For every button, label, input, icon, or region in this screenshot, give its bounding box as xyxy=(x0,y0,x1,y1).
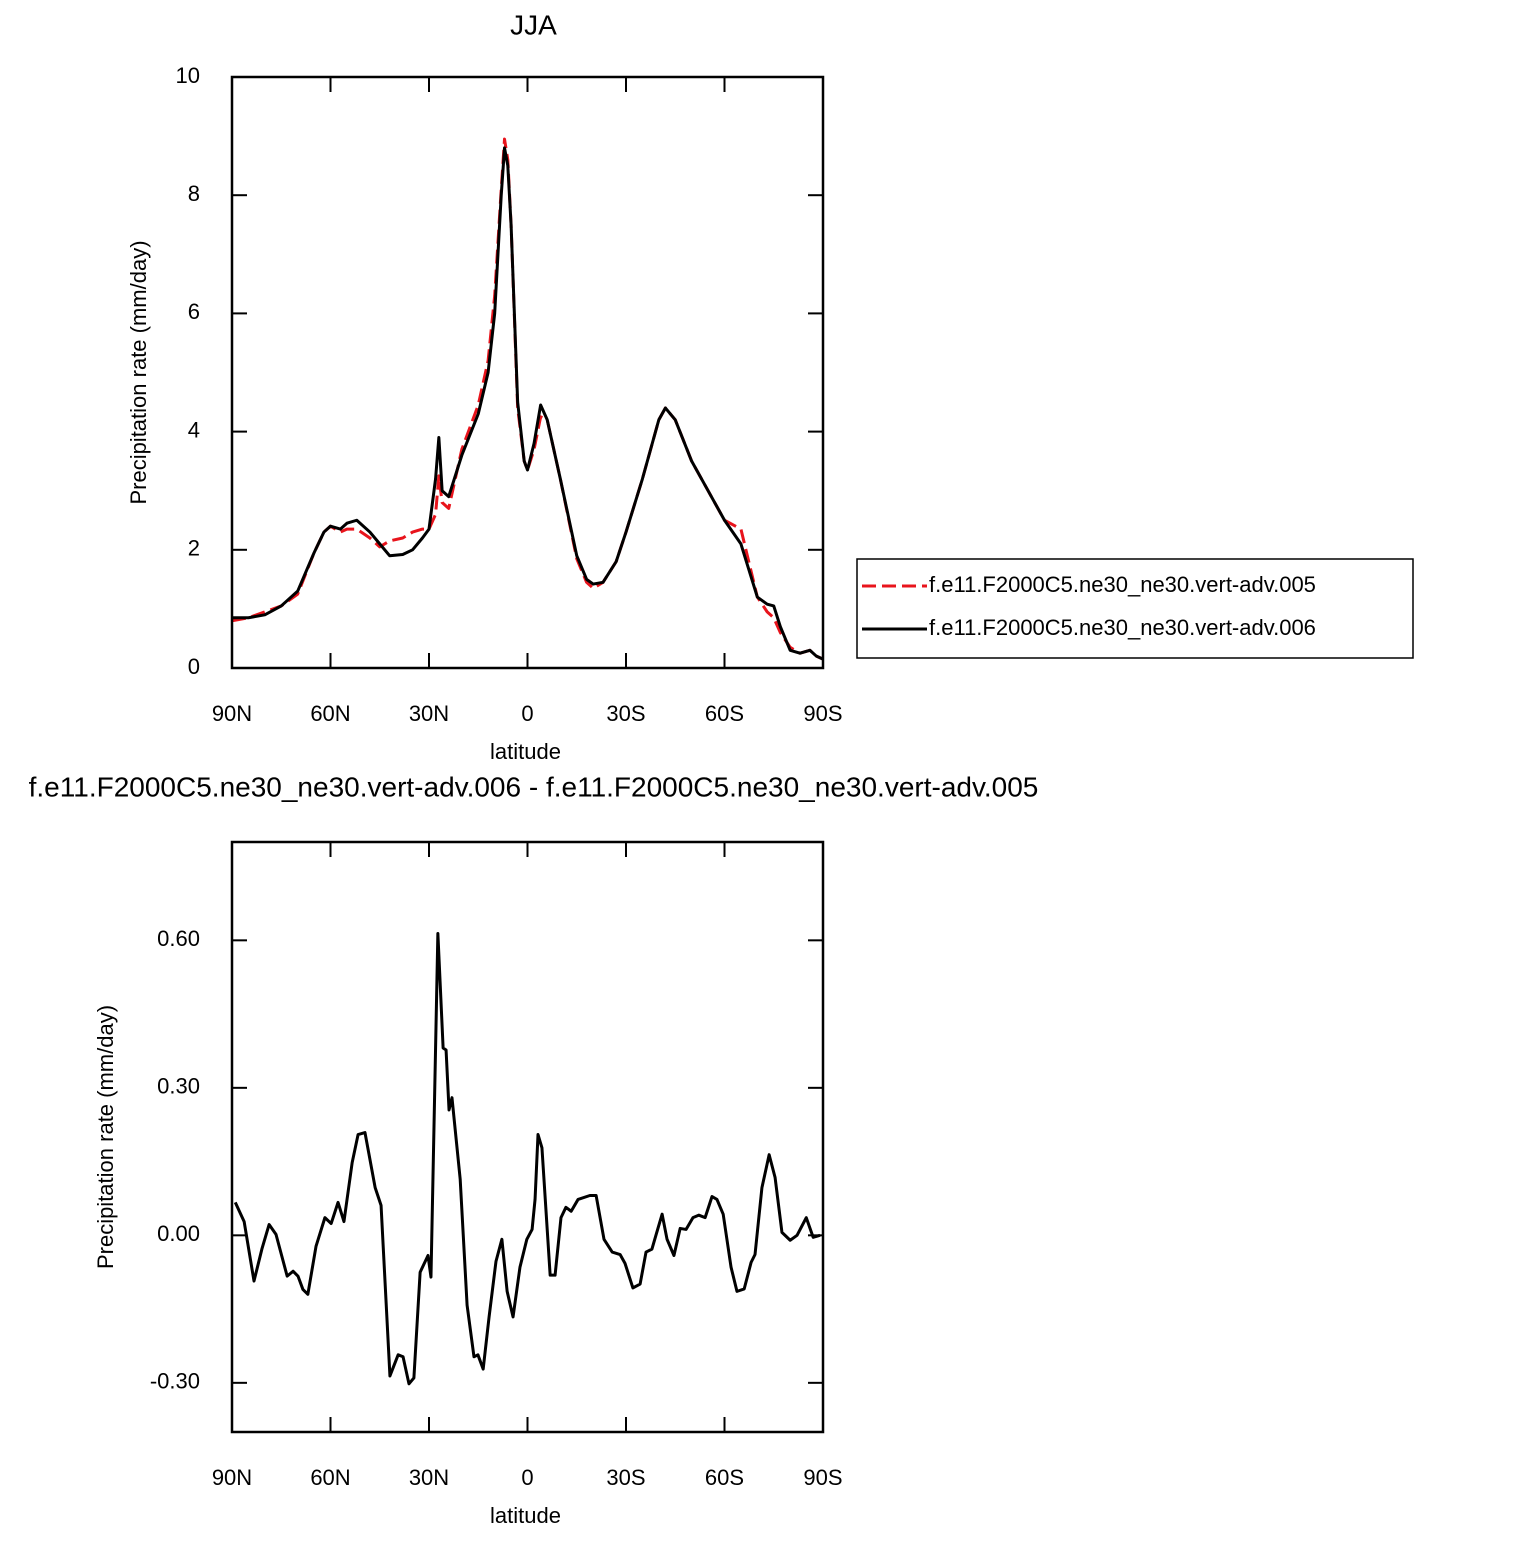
y-tick-label: 0.30 xyxy=(157,1074,200,1099)
chart-title: f.e11.F2000C5.ne30_ne30.vert-adv.006 - f… xyxy=(29,771,1039,802)
x-tick-label: 60N xyxy=(310,1465,350,1490)
x-tick-label: 30N xyxy=(409,701,449,726)
y-tick-label: 4 xyxy=(188,417,200,442)
x-tick-label: 90S xyxy=(803,701,842,726)
x-tick-label: 60S xyxy=(705,1465,744,1490)
y-axis-label: Precipitation rate (mm/day) xyxy=(93,1005,118,1269)
x-axis-label: latitude xyxy=(490,1503,561,1528)
y-tick-label: 6 xyxy=(188,299,200,324)
x-tick-label: 90N xyxy=(212,701,252,726)
y-tick-label: 8 xyxy=(188,181,200,206)
legend-label: f.e11.F2000C5.ne30_ne30.vert-adv.005 xyxy=(929,572,1316,597)
legend-label: f.e11.F2000C5.ne30_ne30.vert-adv.006 xyxy=(929,615,1316,640)
x-tick-label: 60N xyxy=(310,701,350,726)
y-tick-label: 2 xyxy=(188,536,200,561)
y-tick-label: 0.60 xyxy=(157,926,200,951)
x-tick-label: 60S xyxy=(705,701,744,726)
plot-frame xyxy=(230,75,825,670)
x-tick-label: 0 xyxy=(521,701,533,726)
x-tick-label: 30S xyxy=(606,1465,645,1490)
chart-title: JJA xyxy=(510,9,557,40)
y-tick-label: 0.00 xyxy=(157,1221,200,1246)
plot-frame xyxy=(230,840,825,1434)
data-line xyxy=(232,146,824,661)
x-tick-label: 90S xyxy=(803,1465,842,1490)
x-tick-label: 0 xyxy=(521,1465,533,1490)
x-tick-label: 90N xyxy=(212,1465,252,1490)
data-line xyxy=(231,137,824,661)
x-tick-label: 30S xyxy=(606,701,645,726)
y-tick-label: 10 xyxy=(176,63,200,88)
x-axis-label: latitude xyxy=(490,739,561,764)
x-tick-label: 30N xyxy=(409,1465,449,1490)
legend-box xyxy=(856,558,1414,659)
y-tick-label: -0.30 xyxy=(150,1369,200,1394)
data-line xyxy=(233,931,821,1386)
y-tick-label: 0 xyxy=(188,654,200,679)
y-axis-label: Precipitation rate (mm/day) xyxy=(126,240,151,504)
